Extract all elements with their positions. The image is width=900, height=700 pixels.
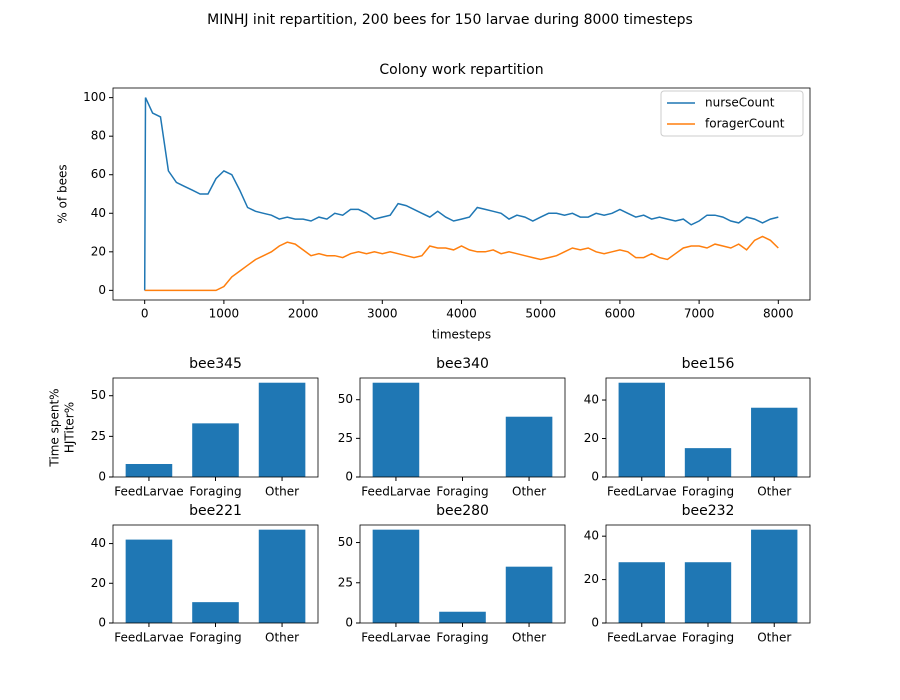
x-tick-label: Foraging [682,631,734,645]
x-tick-label: Other [757,485,791,499]
data-line [143,97,779,291]
y-tick-label: 40 [584,393,599,407]
x-tick-label: FeedLarvae [114,631,183,645]
axes-frame [605,524,811,624]
x-axis-label: timesteps [432,328,491,342]
bar [125,463,173,477]
x-tick-label: Foraging [682,485,734,499]
axes-title: bee280 [436,503,489,519]
x-tick-label: 6000 [605,307,636,321]
x-tick-label: Other [512,631,546,645]
y-tick-label: 25 [91,429,106,443]
bar [684,562,732,623]
x-tick-label: 7000 [684,307,715,321]
axes-title: bee345 [189,356,242,372]
y-tick-label: 60 [91,167,106,181]
bar [372,382,420,477]
y-tick-label: 0 [345,616,353,630]
legend-label: nurseCount [705,96,775,110]
y-tick-label: 0 [591,616,599,630]
x-tick-label: Foraging [436,631,488,645]
x-tick-label: 2000 [288,307,319,321]
y-tick-label: 40 [91,206,106,220]
x-tick-label: Foraging [189,631,241,645]
y-tick-label: 20 [91,576,106,590]
y-tick-label: 25 [338,575,353,589]
y-tick-label: 40 [584,529,599,543]
x-tick-label: Other [265,485,299,499]
bar [618,562,665,623]
x-tick-label: FeedLarvae [361,631,430,645]
axes-frame [605,377,811,478]
y-tick-label: 50 [338,535,353,549]
axes-title: bee156 [682,356,735,372]
bar [505,416,553,477]
bar [505,566,553,623]
legend-label: foragerCount [705,117,785,131]
x-tick-label: 1000 [209,307,240,321]
x-tick-label: 4000 [446,307,477,321]
x-tick-label: Other [265,631,299,645]
y-tick-label: 50 [338,392,353,406]
y-tick-label: 0 [98,470,106,484]
bar [439,611,486,623]
axes-frame [112,377,319,478]
y-tick-label: 20 [584,431,599,445]
bar [751,529,798,623]
y-axis-label: % of bees [56,164,70,223]
x-tick-label: 5000 [525,307,556,321]
axes-frame [359,524,566,624]
axes-title: Colony work repartition [379,62,543,78]
figure-title: MINHJ init repartition, 200 bees for 150… [207,12,693,28]
axes-title: bee221 [189,503,242,519]
y-tick-label: 100 [83,90,106,104]
axes-frame [112,87,811,301]
y-tick-label: 0 [98,616,106,630]
axes-title: bee232 [682,503,735,519]
y-tick-label: 20 [584,572,599,586]
x-tick-label: Foraging [436,485,488,499]
y-tick-label: 0 [591,470,599,484]
data-line [144,235,779,292]
bar [618,382,665,477]
axes-frame [359,377,566,478]
axes-title: bee340 [436,356,489,372]
y-axis-label: Time spent% [48,388,62,467]
x-tick-label: 3000 [367,307,398,321]
bar [125,539,173,623]
y-tick-label: 80 [91,129,106,143]
x-tick-label: Other [512,485,546,499]
legend-box [660,90,804,137]
x-tick-label: Other [757,631,791,645]
x-tick-label: FeedLarvae [607,485,676,499]
x-tick-label: FeedLarvae [114,485,183,499]
y-tick-label: 25 [338,431,353,445]
bar [192,602,239,623]
axes-frame [112,524,319,624]
bar [192,423,239,477]
x-tick-label: 8000 [763,307,794,321]
bar [372,529,420,623]
bar [258,382,306,477]
x-tick-label: FeedLarvae [361,485,430,499]
x-tick-label: 0 [141,307,149,321]
x-tick-label: Foraging [189,485,241,499]
y-tick-label: 20 [91,244,106,258]
y-tick-label: 40 [91,536,106,550]
bar [684,448,732,477]
y-axis-label: HJTiter% [63,402,77,453]
bar [258,529,306,623]
bar [751,407,798,477]
y-tick-label: 0 [98,283,106,297]
y-tick-label: 0 [345,470,353,484]
x-tick-label: FeedLarvae [607,631,676,645]
y-tick-label: 50 [91,388,106,402]
